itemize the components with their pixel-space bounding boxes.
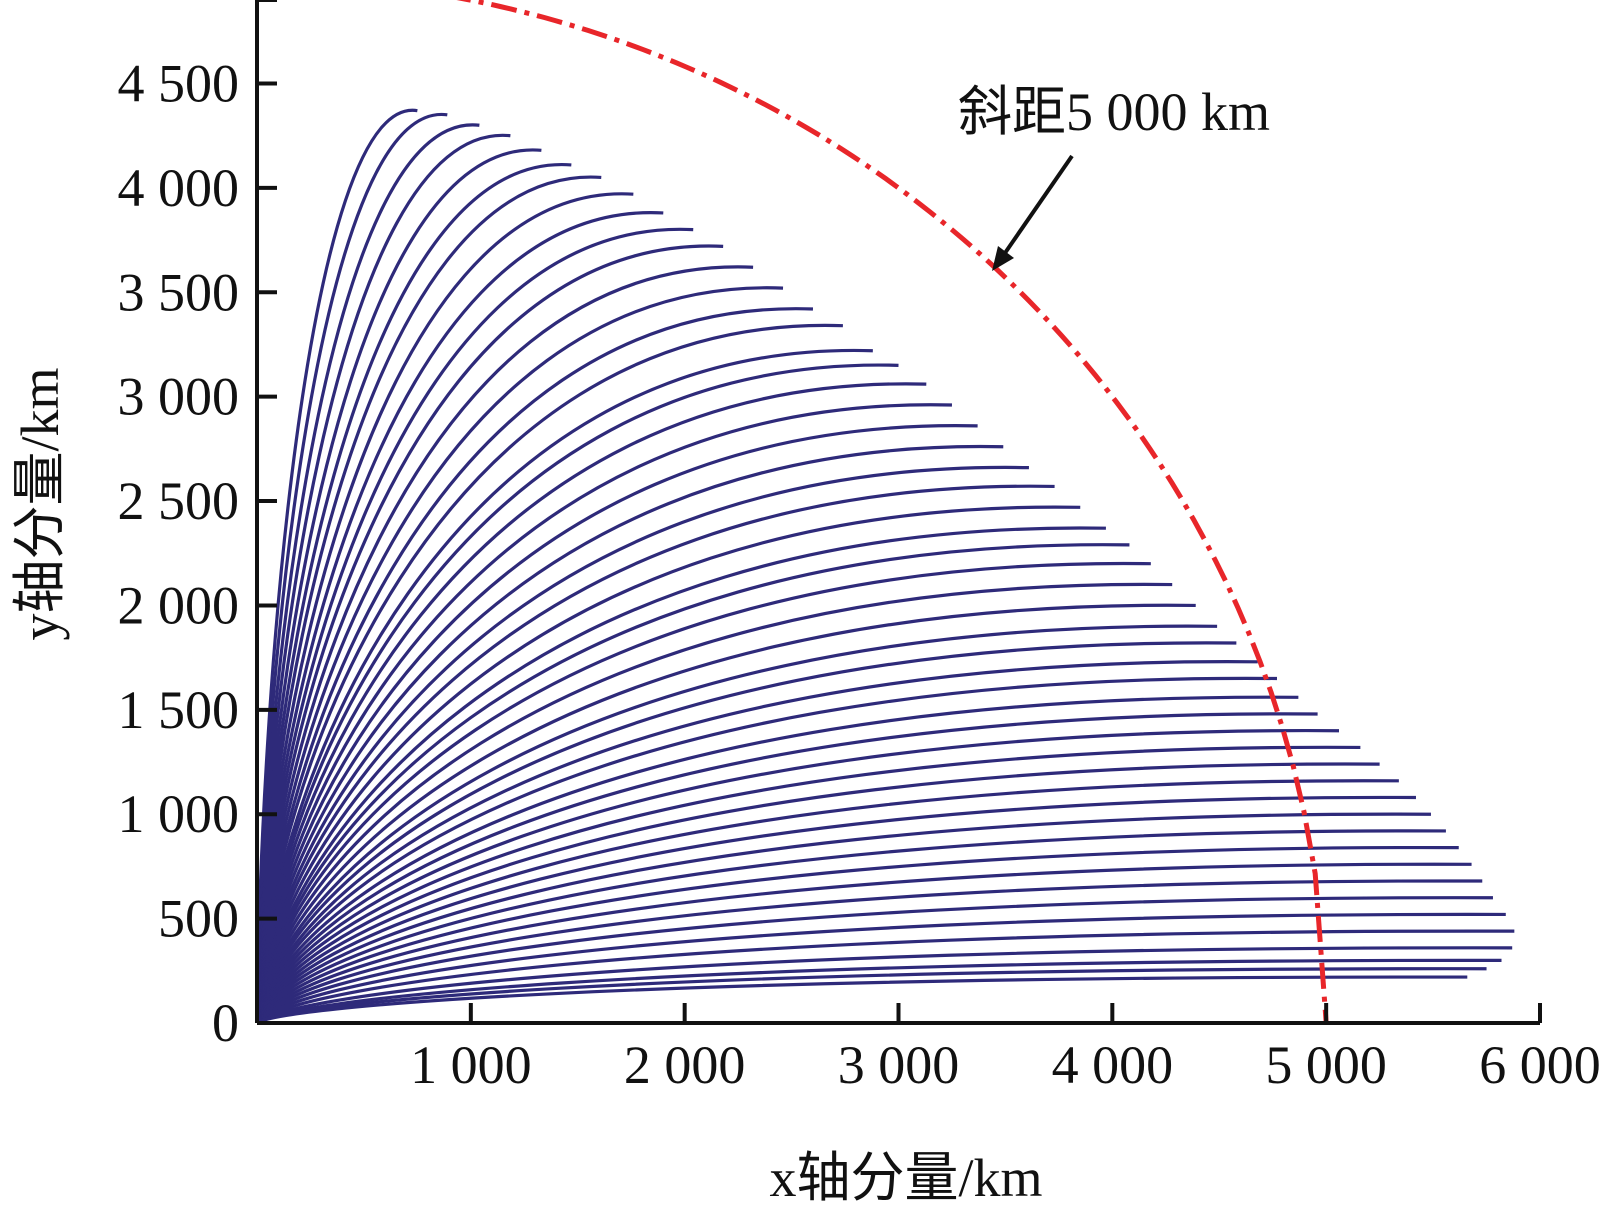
y-tick-label: 2 000 xyxy=(118,575,240,635)
y-tick-label: 4 500 xyxy=(118,54,240,114)
y-tick-label: 2 500 xyxy=(118,471,240,531)
trajectory-line xyxy=(256,975,1468,1025)
trajectory-line xyxy=(255,879,1483,1024)
trajectory-line xyxy=(255,695,1299,1024)
y-tick-label: 500 xyxy=(158,889,239,949)
trajectory-line xyxy=(255,795,1416,1024)
trajectory-line xyxy=(255,624,1218,1024)
trajectory-line xyxy=(255,829,1446,1024)
trajectory-line xyxy=(255,676,1277,1024)
annotation-arrow xyxy=(1003,154,1074,255)
y-tick-label: 4 000 xyxy=(118,158,240,218)
trajectory-line xyxy=(255,505,1081,1024)
x-ticks: 1 000 2 000 3 000 4 000 5 000 6 000 xyxy=(410,1003,1601,1095)
trajectory-line xyxy=(255,762,1380,1024)
trajectory-line xyxy=(255,912,1506,1024)
y-tick-label: 3 000 xyxy=(118,367,240,427)
trajectory-line xyxy=(255,779,1399,1024)
x-tick-label: 3 000 xyxy=(838,1035,960,1095)
trajectory-line xyxy=(255,641,1237,1024)
x-tick-label: 2 000 xyxy=(624,1035,746,1095)
slant-range-curve xyxy=(456,0,1329,1024)
trajectory-line xyxy=(255,812,1431,1024)
trajectory-line xyxy=(255,946,1513,1025)
trajectory-line xyxy=(255,466,1029,1024)
trajectory-line xyxy=(255,526,1106,1024)
annotation-arrowhead xyxy=(992,246,1014,271)
trajectory-line xyxy=(255,846,1459,1024)
x-tick-label: 6 000 xyxy=(1479,1035,1601,1095)
y-tick-label: 1 500 xyxy=(118,680,240,740)
trajectory-line xyxy=(255,603,1196,1024)
trajectory-family xyxy=(255,108,1515,1025)
trajectory-line xyxy=(255,929,1515,1025)
trajectory-line xyxy=(255,660,1258,1024)
x-tick-label: 1 000 xyxy=(410,1035,532,1095)
trajectory-line xyxy=(255,896,1493,1024)
annotation-label: 斜距5 000 km xyxy=(958,82,1270,142)
y-ticks: 0 500 1 000 1 500 2 000 2 500 3 000 3 500 4 000 4… xyxy=(118,54,277,1053)
trajectory-line xyxy=(255,543,1130,1024)
trajectory-line xyxy=(255,349,873,1024)
y-tick-label: 3 500 xyxy=(118,262,240,322)
x-tick-label: 5 000 xyxy=(1265,1035,1387,1095)
x-tick-label: 4 000 xyxy=(1052,1035,1174,1095)
trajectory-line xyxy=(255,712,1318,1024)
trajectory-line xyxy=(255,582,1173,1024)
y-tick-label: 1 000 xyxy=(118,784,240,844)
trajectory-line xyxy=(255,484,1055,1024)
trajectory-line xyxy=(255,745,1361,1024)
trajectory-line xyxy=(255,862,1472,1024)
trajectory-line xyxy=(255,562,1151,1024)
trajectory-line xyxy=(255,729,1340,1024)
y-tick-label: 0 xyxy=(212,993,239,1053)
x-axis-title: x轴分量/km xyxy=(769,1148,1042,1208)
y-axis-title: y轴分量/km xyxy=(10,367,70,640)
